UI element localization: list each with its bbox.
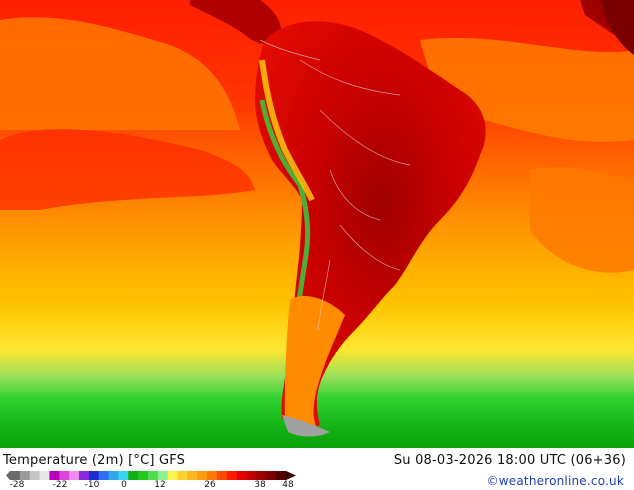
legend-swatch <box>207 471 218 480</box>
legend-swatch <box>157 471 169 480</box>
temperature-map <box>0 0 634 448</box>
legend-swatch <box>49 471 60 480</box>
legend-tick-label: 12 <box>154 480 166 490</box>
legend-swatch <box>167 471 179 480</box>
legend-arrow-high <box>286 471 296 480</box>
color-legend <box>6 471 296 480</box>
legend-tick-label: 38 <box>254 480 266 490</box>
legend-swatch <box>217 471 228 480</box>
legend-tick-label: -28 <box>9 480 25 490</box>
legend-tick-label: 48 <box>282 480 294 490</box>
map-footer: Temperature (2m) [°C] GFS Su 08-03-2026 … <box>0 448 634 490</box>
legend-tick-label: 26 <box>204 480 216 490</box>
legend-tick-label: 0 <box>121 480 127 490</box>
legend-swatch <box>29 471 41 480</box>
patagonia-land <box>284 295 345 432</box>
legend-swatch <box>59 471 70 480</box>
legend-swatch <box>256 471 267 480</box>
map-title: Temperature (2m) [°C] GFS <box>3 453 186 468</box>
legend-tick-label: -10 <box>84 480 100 490</box>
legend-swatch <box>10 471 21 480</box>
legend-swatch <box>88 471 100 480</box>
legend-swatch <box>69 471 80 480</box>
legend-swatch <box>226 471 238 480</box>
legend-swatch <box>266 471 277 480</box>
legend-arrow-low <box>6 471 10 480</box>
legend-swatch <box>148 471 159 480</box>
central-america-land <box>190 0 282 45</box>
legend-swatch <box>118 471 129 480</box>
orange-ocean-zone-se <box>530 167 634 273</box>
legend-tick-label: -22 <box>52 480 68 490</box>
credit-link[interactable]: ©weatheronline.co.uk <box>486 474 624 488</box>
legend-swatch <box>98 471 110 480</box>
legend-swatch <box>128 471 139 480</box>
legend-swatch <box>177 471 188 480</box>
legend-swatch <box>236 471 248 480</box>
legend-swatch <box>187 471 198 480</box>
legend-swatch <box>246 471 257 480</box>
legend-swatch <box>138 471 149 480</box>
legend-swatch <box>39 471 50 480</box>
tierra-del-fuego <box>282 415 330 437</box>
map-datetime: Su 08-03-2026 18:00 UTC (06+36) <box>393 453 626 468</box>
legend-swatch <box>276 471 287 480</box>
africa-land <box>600 0 634 55</box>
country-borders <box>259 39 411 331</box>
legend-swatch <box>79 471 90 480</box>
legend-swatch <box>19 471 31 480</box>
legend-swatch <box>197 471 208 480</box>
red-ocean-zone-west <box>0 129 255 210</box>
andes-highland <box>259 59 315 202</box>
orange-ocean-zone <box>0 17 240 131</box>
legend-swatch <box>108 471 119 480</box>
